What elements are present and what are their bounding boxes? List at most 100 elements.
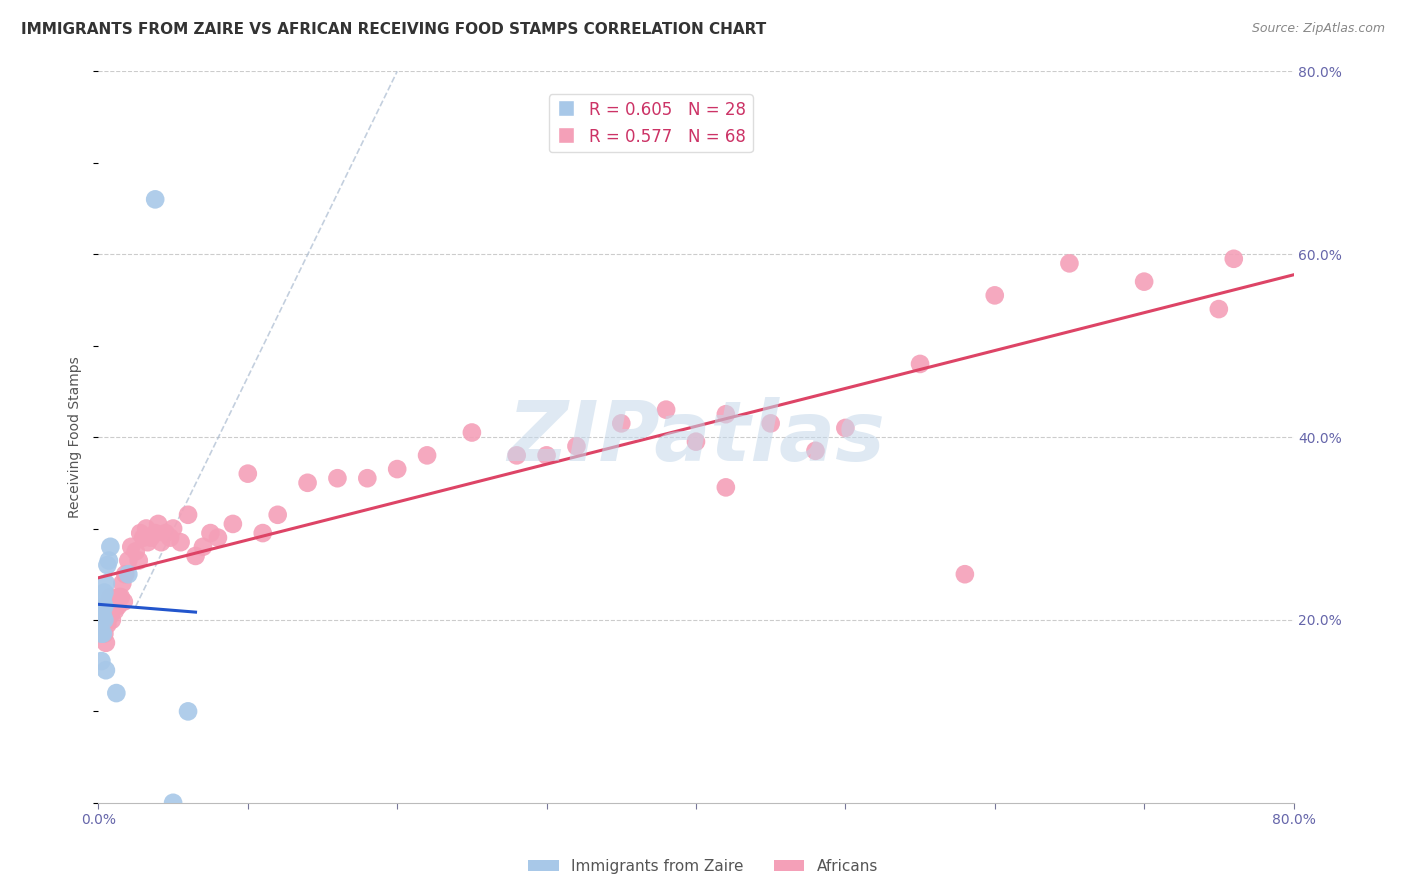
Point: [326, 471, 349, 485]
Point: [143, 526, 166, 541]
Point: [112, 594, 135, 608]
Point: [143, 192, 166, 206]
Point: [222, 516, 245, 531]
Legend: R = 0.605   N = 28, R = 0.577   N = 68: R = 0.605 N = 28, R = 0.577 N = 68: [548, 95, 752, 153]
Point: [105, 594, 128, 608]
Point: [536, 448, 558, 462]
Point: [90, 617, 112, 632]
Point: [89, 594, 111, 608]
Point: [1223, 252, 1246, 266]
Point: [297, 475, 319, 490]
Point: [117, 567, 139, 582]
Point: [98, 540, 122, 554]
Point: [97, 553, 120, 567]
Point: [90, 613, 112, 627]
Point: [252, 526, 274, 541]
Point: [759, 417, 782, 431]
Point: [117, 553, 139, 567]
Point: [714, 407, 737, 421]
Point: [356, 471, 378, 485]
Point: [1059, 256, 1081, 270]
Point: [91, 604, 114, 618]
Point: [91, 594, 114, 608]
Point: [804, 443, 827, 458]
Point: [685, 434, 707, 449]
Text: IMMIGRANTS FROM ZAIRE VS AFRICAN RECEIVING FOOD STAMPS CORRELATION CHART: IMMIGRANTS FROM ZAIRE VS AFRICAN RECEIVI…: [21, 22, 766, 37]
Point: [105, 686, 128, 700]
Point: [108, 590, 131, 604]
Point: [132, 531, 155, 545]
Point: [90, 626, 112, 640]
Point: [114, 567, 136, 582]
Point: [89, 608, 111, 623]
Point: [155, 526, 177, 541]
Point: [191, 540, 214, 554]
Point: [89, 599, 111, 614]
Point: [1208, 301, 1230, 317]
Point: [93, 613, 115, 627]
Point: [461, 425, 484, 440]
Point: [162, 796, 184, 810]
Point: [91, 608, 114, 623]
Point: [93, 599, 115, 614]
Point: [96, 558, 118, 573]
Point: [150, 535, 173, 549]
Point: [98, 590, 122, 604]
Point: [565, 439, 588, 453]
Y-axis label: Receiving Food Stamps: Receiving Food Stamps: [69, 356, 83, 518]
Text: Source: ZipAtlas.com: Source: ZipAtlas.com: [1251, 22, 1385, 36]
Point: [177, 508, 200, 522]
Point: [107, 599, 129, 614]
Point: [984, 288, 1007, 302]
Point: [385, 462, 409, 476]
Point: [953, 567, 976, 582]
Point: [714, 480, 737, 494]
Point: [101, 613, 124, 627]
Point: [136, 535, 159, 549]
Point: [91, 590, 114, 604]
Point: [506, 448, 529, 462]
Legend: Immigrants from Zaire, Africans: Immigrants from Zaire, Africans: [522, 853, 884, 880]
Point: [97, 599, 120, 614]
Point: [96, 617, 118, 632]
Point: [111, 576, 134, 591]
Point: [90, 608, 112, 623]
Point: [94, 636, 117, 650]
Point: [103, 599, 125, 614]
Point: [1133, 275, 1156, 289]
Point: [93, 599, 115, 614]
Point: [200, 526, 222, 541]
Point: [93, 626, 115, 640]
Point: [162, 521, 184, 535]
Point: [90, 604, 112, 618]
Point: [128, 553, 150, 567]
Point: [93, 585, 115, 599]
Point: [908, 357, 931, 371]
Point: [125, 544, 148, 558]
Point: [177, 705, 200, 719]
Point: [90, 654, 112, 668]
Point: [94, 663, 117, 677]
Point: [104, 604, 127, 618]
Point: [139, 531, 162, 545]
Point: [91, 599, 114, 614]
Point: [655, 402, 678, 417]
Point: [129, 526, 152, 541]
Point: [89, 599, 111, 614]
Point: [236, 467, 259, 481]
Point: [98, 608, 122, 623]
Point: [169, 535, 191, 549]
Point: [159, 531, 181, 545]
Point: [184, 549, 207, 563]
Point: [834, 421, 856, 435]
Point: [610, 417, 633, 431]
Point: [90, 594, 112, 608]
Point: [110, 590, 132, 604]
Point: [135, 521, 157, 535]
Point: [120, 540, 142, 554]
Point: [91, 626, 114, 640]
Point: [207, 531, 229, 545]
Point: [267, 508, 290, 522]
Point: [148, 516, 170, 531]
Point: [94, 576, 117, 591]
